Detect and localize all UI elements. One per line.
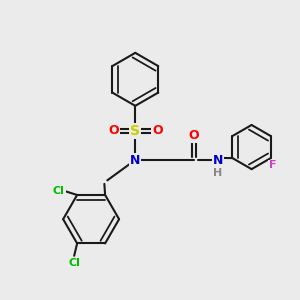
Text: N: N (212, 154, 223, 167)
Text: O: O (108, 124, 119, 137)
Text: Cl: Cl (53, 186, 65, 196)
Text: O: O (189, 129, 200, 142)
Text: S: S (130, 124, 140, 138)
Text: N: N (130, 154, 140, 167)
Text: Cl: Cl (69, 258, 81, 268)
Text: H: H (213, 168, 222, 178)
Text: F: F (269, 160, 277, 170)
Text: O: O (152, 124, 163, 137)
